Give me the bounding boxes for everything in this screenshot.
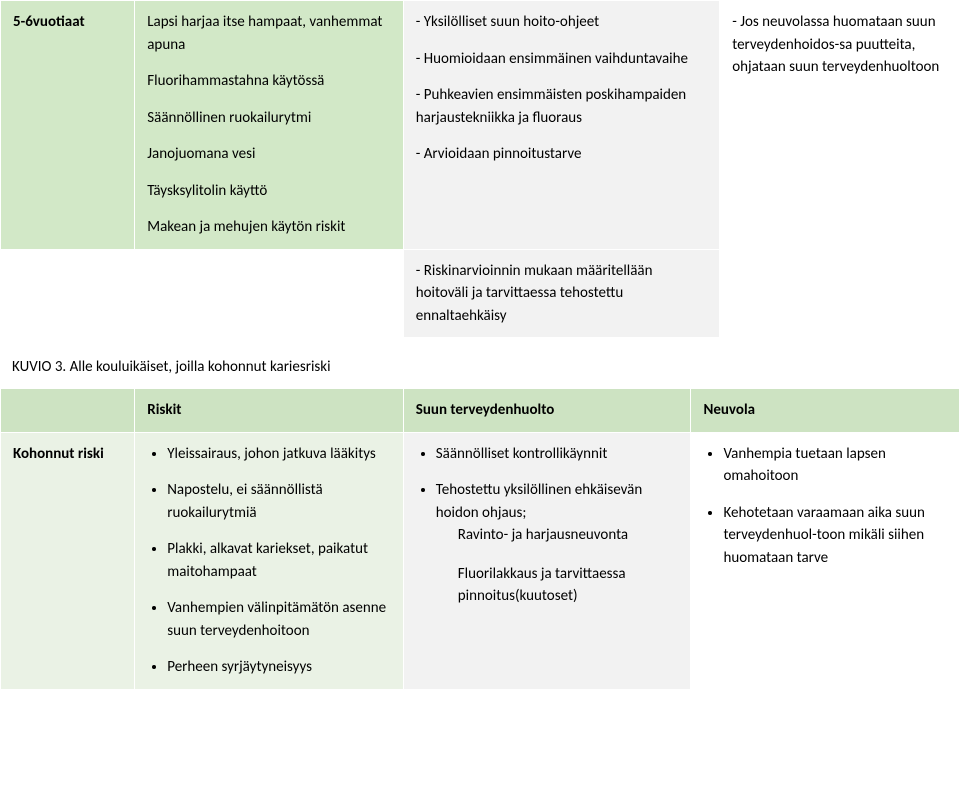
header-clinic: Neuvola — [691, 389, 960, 433]
empty-cell — [135, 249, 404, 338]
dental-actions-cell: Säännölliset kontrollikäynnit Tehostettu… — [403, 432, 691, 689]
list-item: Säännölliset kontrollikäynnit — [436, 443, 679, 466]
list-item: Tehostettu yksilöllinen ehkäisevän hoido… — [436, 479, 679, 524]
clinic-list: Vanhempia tuetaan lapsen omahoitoon Keho… — [703, 443, 947, 570]
list-item: Perheen syrjäytyneisyys — [167, 656, 391, 679]
table-care-advice: 5-6vuotiaat Lapsi harjaa itse hampaat, v… — [0, 0, 960, 338]
home-care-cell: Lapsi harjaa itse hampaat, vanhemmat apu… — [135, 1, 404, 250]
dental-list: Säännölliset kontrollikäynnit Tehostettu… — [416, 443, 679, 525]
risk-list: Yleissairaus, johon jatkuva lääkitys Nap… — [147, 443, 391, 679]
list-item: Napostelu, ei säännöllistä ruokailurytmi… — [167, 479, 391, 524]
text: - Jos neuvolassa huomataan suun terveyde… — [732, 11, 947, 79]
dental-care-cell: - Yksilölliset suun hoito-ohjeet - Huomi… — [403, 1, 719, 250]
list-item: Yleissairaus, johon jatkuva lääkitys — [167, 443, 391, 466]
text: Makean ja mehujen käytön riskit — [147, 216, 391, 239]
list-item: Vanhempia tuetaan lapsen omahoitoon — [723, 443, 947, 488]
empty-cell — [720, 249, 960, 338]
age-group-cell: 5-6vuotiaat — [1, 1, 135, 250]
empty-cell — [1, 249, 135, 338]
text: - Puhkeavien ensimmäisten poskihampaiden… — [416, 84, 707, 129]
risk-label-cell: Kohonnut riski — [1, 432, 135, 689]
list-item: Plakki, alkavat kariekset, paikatut mait… — [167, 538, 391, 583]
text: Lapsi harjaa itse hampaat, vanhemmat apu… — [147, 11, 391, 56]
text: - Huomioidaan ensimmäinen vaihduntavaihe — [416, 48, 707, 71]
text: - Arvioidaan pinnoitustarve — [416, 143, 707, 166]
risk-assessment-cell: - Riskinarvioinnin mukaan määritellään h… — [403, 249, 719, 338]
text: Fluorihammastahna käytössä — [147, 70, 391, 93]
clinic-cell: - Jos neuvolassa huomataan suun terveyde… — [720, 1, 960, 250]
text: - Yksilölliset suun hoito-ohjeet — [416, 11, 707, 34]
header-dental: Suun terveydenhuolto — [403, 389, 691, 433]
text: Janojuomana vesi — [147, 143, 391, 166]
clinic-actions-cell: Vanhempia tuetaan lapsen omahoitoon Keho… — [691, 432, 960, 689]
text: - Riskinarvioinnin mukaan määritellään h… — [416, 260, 707, 328]
text: Fluorilakkaus ja tarvittaessa pinnoitus(… — [458, 563, 679, 608]
text: Säännöllinen ruokailurytmi — [147, 107, 391, 130]
risk-factors-cell: Yleissairaus, johon jatkuva lääkitys Nap… — [135, 432, 404, 689]
text: Täysksylitolin käyttö — [147, 180, 391, 203]
list-item: Kehotetaan varaamaan aika suun terveyden… — [723, 502, 947, 570]
text: Ravinto- ja harjausneuvonta — [458, 524, 679, 547]
list-item: Vanhempien välinpitämätön asenne suun te… — [167, 597, 391, 642]
figure-caption: KUVIO 3. Alle kouluikäiset, joilla kohon… — [0, 338, 960, 388]
header-empty — [1, 389, 135, 433]
table-elevated-risk: Riskit Suun terveydenhuolto Neuvola Koho… — [0, 388, 960, 690]
header-risks: Riskit — [135, 389, 404, 433]
